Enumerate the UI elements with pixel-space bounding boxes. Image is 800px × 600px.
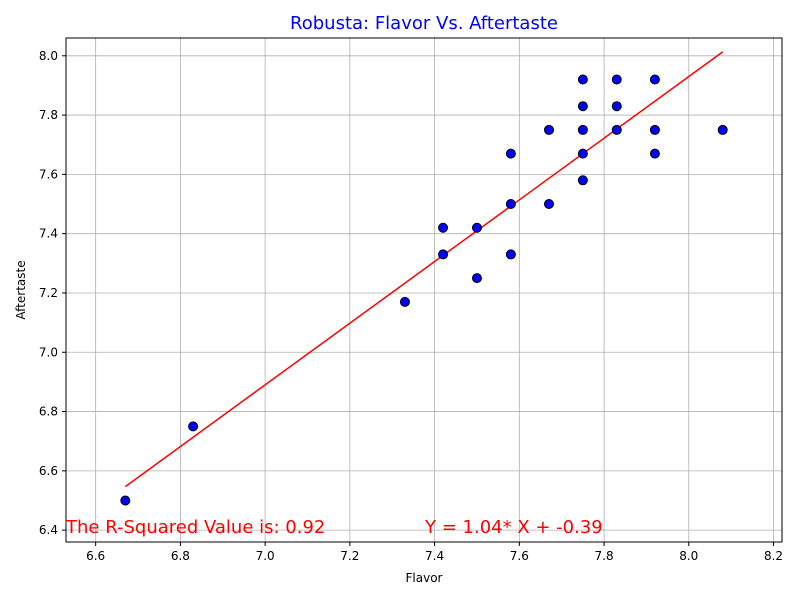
x-axis-label: Flavor bbox=[406, 571, 443, 585]
data-point bbox=[438, 222, 449, 233]
data-point bbox=[649, 124, 660, 135]
x-tick-label: 7.2 bbox=[340, 549, 359, 563]
grid-lines bbox=[66, 38, 782, 542]
data-point bbox=[577, 124, 588, 135]
x-tick-label: 7.8 bbox=[595, 549, 614, 563]
y-tick-label: 7.0 bbox=[39, 345, 58, 359]
x-tick-label: 7.4 bbox=[425, 549, 444, 563]
data-point bbox=[471, 222, 482, 233]
y-tick-label: 7.2 bbox=[39, 286, 58, 300]
y-tick-label: 7.4 bbox=[39, 227, 58, 241]
data-point bbox=[577, 74, 588, 85]
data-point bbox=[505, 148, 516, 159]
data-point bbox=[577, 101, 588, 112]
data-point bbox=[505, 199, 516, 210]
y-tick-label: 6.4 bbox=[39, 523, 58, 537]
data-point bbox=[188, 421, 199, 432]
x-tick-label: 7.0 bbox=[256, 549, 275, 563]
x-tick-label: 7.6 bbox=[510, 549, 529, 563]
regression-equation-annotation: Y = 1.04* X + -0.39 bbox=[424, 517, 603, 538]
regression-line bbox=[124, 51, 724, 488]
data-point bbox=[717, 124, 728, 135]
data-point bbox=[543, 199, 554, 210]
plot-frame bbox=[65, 37, 783, 543]
regression-layer bbox=[124, 51, 724, 488]
y-tick-label: 6.6 bbox=[39, 464, 58, 478]
data-point bbox=[611, 101, 622, 112]
data-point bbox=[577, 148, 588, 159]
data-points bbox=[120, 74, 728, 506]
y-axis-label: Aftertaste bbox=[14, 260, 28, 319]
axis-ticks: 6.6 6.8 7.0 7.2 7.4 7.6 7.8 8.0 8.2 6.4 6.6 6.8 7.0 7… bbox=[39, 49, 783, 563]
x-tick-label: 8.2 bbox=[764, 549, 783, 563]
y-tick-label: 8.0 bbox=[39, 49, 58, 63]
data-point bbox=[611, 74, 622, 85]
y-tick-label: 7.8 bbox=[39, 108, 58, 122]
data-point bbox=[120, 495, 131, 506]
chart-title: Robusta: Flavor Vs. Aftertaste bbox=[290, 13, 558, 34]
data-point bbox=[399, 296, 410, 307]
data-point bbox=[649, 148, 660, 159]
y-tick-label: 7.6 bbox=[39, 167, 58, 181]
y-tick-label: 6.8 bbox=[39, 405, 58, 419]
data-point bbox=[543, 124, 554, 135]
data-point bbox=[611, 124, 622, 135]
data-point bbox=[505, 249, 516, 260]
data-point bbox=[649, 74, 660, 85]
x-tick-label: 8.0 bbox=[679, 549, 698, 563]
data-point bbox=[471, 273, 482, 284]
data-point bbox=[438, 249, 449, 260]
r-squared-annotation: The R-Squared Value is: 0.92 bbox=[65, 517, 325, 538]
x-tick-label: 6.6 bbox=[86, 549, 105, 563]
x-tick-label: 6.8 bbox=[171, 549, 190, 563]
data-point bbox=[577, 175, 588, 186]
